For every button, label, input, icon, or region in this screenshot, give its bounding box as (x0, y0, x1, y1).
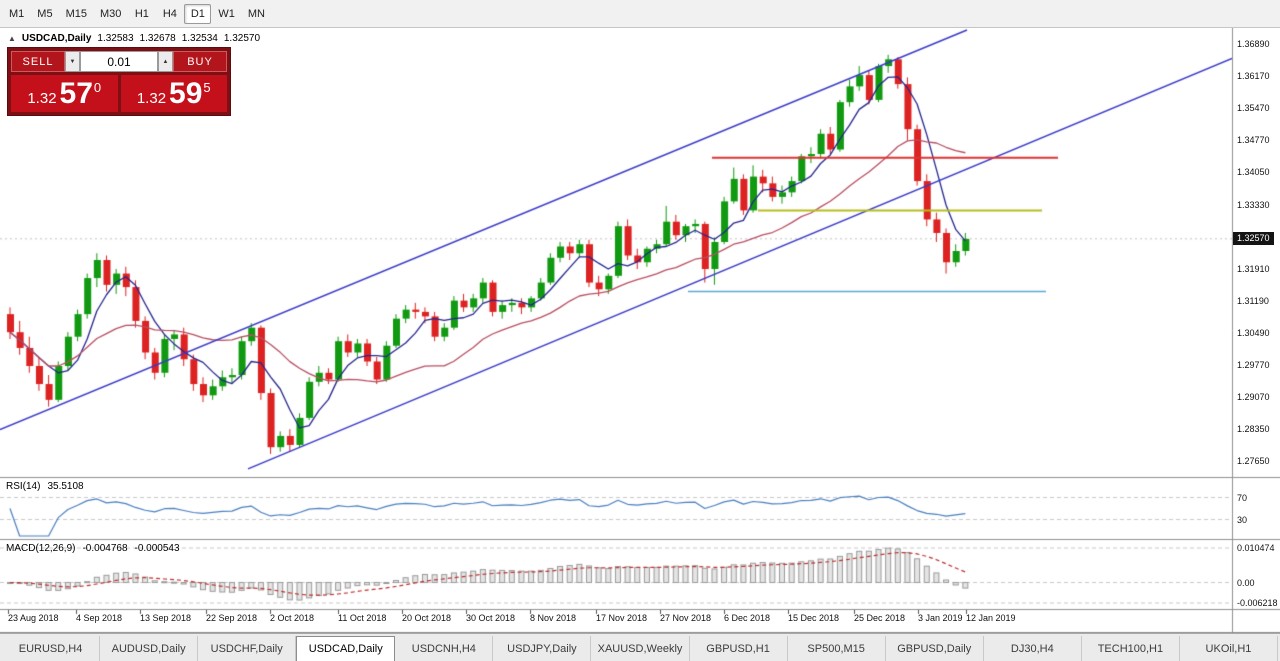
ohlc-open: 1.32583 (97, 33, 134, 44)
timeframe-h1[interactable]: H1 (134, 7, 149, 20)
tab-gbpusd-daily[interactable]: GBPUSD,Daily (886, 636, 984, 661)
price-chart-canvas[interactable] (0, 28, 1280, 633)
ohlc-high: 1.32678 (139, 33, 176, 44)
tab-usdchf-daily[interactable]: USDCHF,Daily (198, 636, 297, 661)
macd-value-signal: -0.000543 (134, 543, 180, 554)
tab-usdcnh-h4[interactable]: USDCNH,H4 (395, 636, 494, 661)
rsi-value: 35.5108 (47, 481, 84, 492)
rsi-name: RSI(14) (6, 481, 41, 492)
timeframe-w1[interactable]: W1 (218, 7, 235, 20)
volume-field[interactable]: 0.01 (80, 51, 158, 72)
sell-price-pips: 57 (59, 77, 93, 110)
tab-xauusd-weekly[interactable]: XAUUSD,Weekly (591, 636, 690, 661)
sell-price-frac: 0 (93, 80, 102, 95)
one-click-trading-panel: SELL ▼ 0.01 ▲ BUY 1.32 57 0 1.32 59 5 (8, 48, 230, 115)
ohlc-low: 1.32534 (181, 33, 218, 44)
buy-price-frac: 5 (203, 80, 211, 95)
buy-price-main: 1.32 (136, 90, 167, 107)
trade-prices-row: 1.32 57 0 1.32 59 5 (11, 75, 227, 112)
macd-indicator-label: MACD(12,26,9) -0.004768 -0.000543 (6, 543, 180, 554)
timeframe-m5[interactable]: M5 (37, 7, 53, 20)
chart-info-line: ▲ USDCAD,Daily 1.32583 1.32678 1.32534 1… (8, 33, 260, 44)
buy-price-pips: 59 (169, 77, 203, 110)
timeframe-d1[interactable]: D1 (184, 3, 212, 24)
macd-name: MACD(12,26,9) (6, 543, 76, 554)
sell-button[interactable]: SELL (11, 51, 65, 72)
panel-collapse-icon[interactable]: ▲ (8, 34, 16, 43)
volume-increase-button[interactable]: ▲ (158, 51, 173, 72)
timeframe-h4[interactable]: H4 (162, 7, 177, 20)
tab-ukoil-h1[interactable]: UKOil,H1 (1180, 636, 1279, 661)
timeframe-m30[interactable]: M30 (99, 7, 122, 20)
buy-price[interactable]: 1.32 59 5 (120, 75, 227, 112)
timeframe-mn[interactable]: MN (247, 7, 265, 20)
timeframe-toolbar: M1 M5 M15 M30 H1 H4 D1 W1 MN (0, 0, 1280, 28)
sell-price[interactable]: 1.32 57 0 (11, 75, 118, 112)
tab-usdjpy-daily[interactable]: USDJPY,Daily (493, 636, 592, 661)
tab-dj30-h4[interactable]: DJ30,H4 (984, 636, 1082, 661)
trade-controls-row: SELL ▼ 0.01 ▲ BUY (11, 51, 227, 72)
tab-tech100-h1[interactable]: TECH100,H1 (1082, 636, 1180, 661)
bottom-tabbar: EURUSD,H4 AUDUSD,Daily USDCHF,Daily USDCAD,… (0, 633, 1280, 661)
tab-eurusd-h4[interactable]: EURUSD,H4 (2, 636, 101, 661)
tab-gbpusd-h1[interactable]: GBPUSD,H1 (690, 636, 788, 661)
timeframe-m15[interactable]: M15 (65, 7, 87, 20)
ohlc-close: 1.32570 (223, 33, 261, 44)
buy-button[interactable]: BUY (173, 51, 227, 72)
volume-decrease-button[interactable]: ▼ (65, 51, 80, 72)
chart-symbol: USDCAD,Daily (21, 33, 92, 44)
tab-usdcad-daily[interactable]: USDCAD,Daily (296, 636, 396, 661)
tab-sp500-m15[interactable]: SP500,M15 (788, 636, 886, 661)
rsi-indicator-label: RSI(14) 35.5108 (6, 481, 84, 492)
timeframe-m1[interactable]: M1 (9, 7, 25, 20)
macd-value-main: -0.004768 (82, 543, 128, 554)
sell-price-main: 1.32 (27, 90, 57, 107)
tab-audusd-daily[interactable]: AUDUSD,Daily (100, 636, 199, 661)
